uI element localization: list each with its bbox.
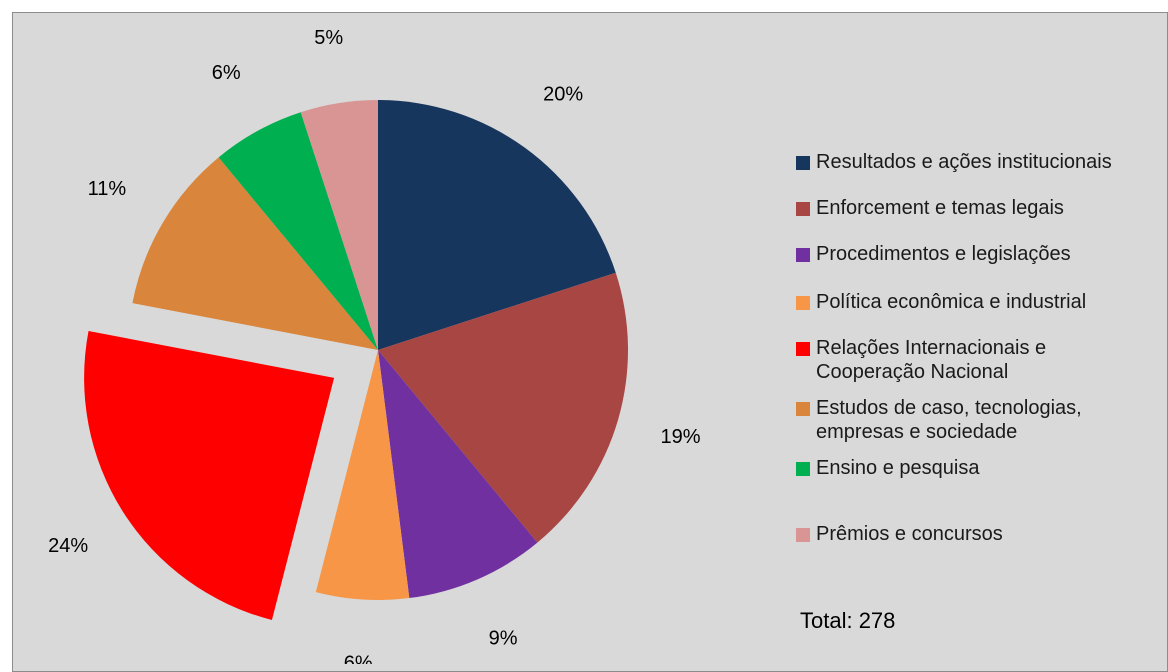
legend-label-1: Enforcement e temas legais [816,197,1064,219]
legend-swatch-6 [796,462,810,476]
slice-percent-label-7: 5% [314,27,343,49]
slice-percent-label-6: 6% [212,62,241,84]
slice-percent-label-0: 20% [543,83,583,105]
legend-label-4: Relações Internacionais e Cooperação Nac… [816,337,1047,383]
slice-percent-label-2: 9% [489,627,518,649]
legend-item-3: Política econômica e industrial [796,290,1086,314]
slice-percent-label-5: 11% [88,178,127,200]
pie-slice-5 [132,157,378,350]
legend-item-4: Relações Internacionais e Cooperação Nac… [796,336,1046,384]
pie-slice-2 [378,350,538,599]
slice-percent-label-3: 6% [344,653,373,664]
legend-swatch-5 [796,402,810,416]
legend-label-7: Prêmios e concursos [816,523,1003,545]
pie-slice-0 [378,100,616,350]
total-label: Total: 278 [800,608,896,633]
pie-slice-1 [378,272,628,543]
pie-slice-4 [84,331,335,621]
slice-percent-label-4: 24% [48,535,88,557]
legend-item-7: Prêmios e concursos [796,522,1003,546]
legend-label-2: Procedimentos e legislações [816,243,1071,265]
pie-slice-7 [300,100,378,350]
legend-item-5: Estudos de caso, tecnologias, empresas e… [796,396,1082,444]
legend-swatch-3 [796,296,810,310]
pie-slice-3 [315,350,410,600]
legend-item-2: Procedimentos e legislações [796,242,1071,266]
legend-swatch-2 [796,248,810,262]
legend-label-6: Ensino e pesquisa [816,457,980,479]
legend-label-0: Resultados e ações institucionais [816,151,1112,173]
slice-percent-label-1: 19% [660,426,700,448]
legend-swatch-7 [796,528,810,542]
legend-label-3: Política econômica e industrial [816,291,1087,313]
legend-swatch-1 [796,202,810,216]
legend-item-1: Enforcement e temas legais [796,196,1064,220]
legend-item-6: Ensino e pesquisa [796,456,979,480]
legend-swatch-0 [796,156,810,170]
legend-item-0: Resultados e ações institucionais [796,150,1112,174]
legend-swatch-4 [796,342,810,356]
pie-slice-6 [218,112,378,350]
legend-label-5: Estudos de caso, tecnologias, empresas e… [816,397,1082,443]
